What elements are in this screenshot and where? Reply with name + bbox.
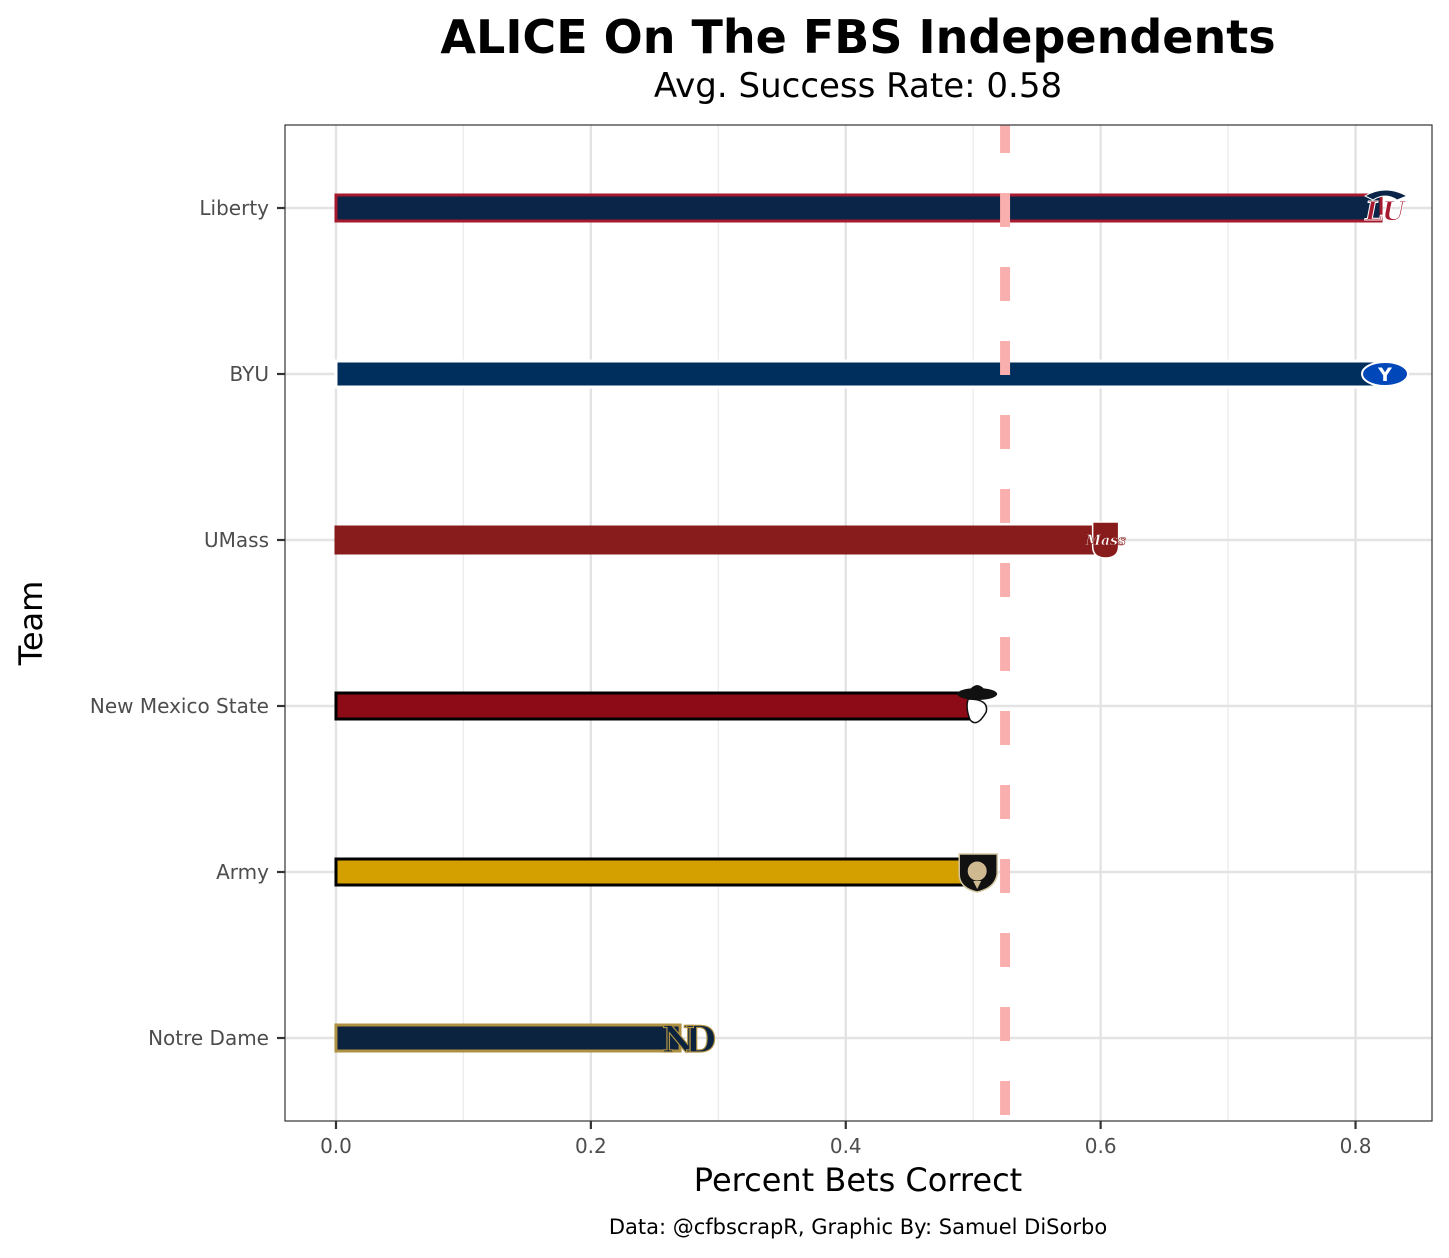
bar-liberty — [334, 193, 1383, 223]
chart-subtitle: Avg. Success Rate: 0.58 — [654, 66, 1062, 106]
chart-title: ALICE On The FBS Independents — [440, 10, 1275, 64]
bar-notre-dame — [334, 1023, 682, 1053]
logo-army-icon — [958, 853, 998, 893]
logo-umass-icon: Mass — [1084, 521, 1126, 559]
x-axis-title: Percent Bets Correct — [694, 1161, 1022, 1199]
y-tick-label: Notre Dame — [148, 1026, 269, 1050]
logo-byu-icon: Y — [1361, 361, 1410, 387]
logo-new-mexico-state-icon — [957, 685, 998, 724]
panel-background — [285, 125, 1432, 1121]
logo-hat-brim — [957, 688, 998, 700]
logo-wing — [1363, 189, 1409, 201]
bar-army — [334, 857, 975, 887]
y-axis: Liberty BYU UMass New Mexico State Army Notre… — [90, 196, 285, 1050]
logo-shape — [1361, 361, 1410, 387]
y-tick-label: New Mexico State — [90, 694, 269, 718]
x-tick-label: 0.8 — [1340, 1134, 1372, 1158]
x-tick-label: 0.2 — [575, 1134, 607, 1158]
logo-mark: Y — [1377, 364, 1392, 386]
bar-umass — [334, 525, 1103, 555]
y-tick-label: UMass — [204, 528, 269, 552]
logo-star — [973, 881, 982, 889]
x-tick-label: 0.4 — [830, 1134, 862, 1158]
logo-mark: Mass — [1084, 533, 1125, 549]
x-axis: 0.0 0.2 0.4 0.6 0.8 — [320, 1121, 1371, 1158]
logo-helmet — [966, 860, 988, 882]
caption: Data: @cfbscrapR, Graphic By: Samuel DiS… — [609, 1215, 1107, 1239]
x-tick-label: 0.0 — [320, 1134, 352, 1158]
logo-mark: LU — [1364, 197, 1406, 227]
panel-border — [284, 124, 1433, 1122]
y-tick-label: Army — [216, 860, 269, 884]
bar-new-mexico-state — [334, 691, 975, 721]
logo-face — [966, 698, 988, 724]
logo-shape — [1091, 521, 1120, 559]
x-tick-label: 0.6 — [1085, 1134, 1117, 1158]
bar-byu — [334, 359, 1383, 389]
y-axis-title: Team — [12, 581, 50, 667]
logo-hat — [968, 685, 987, 692]
logo-liberty-icon: LU — [1363, 189, 1409, 228]
y-tick-label: Liberty — [199, 196, 269, 220]
y-tick-label: BYU — [230, 362, 269, 386]
